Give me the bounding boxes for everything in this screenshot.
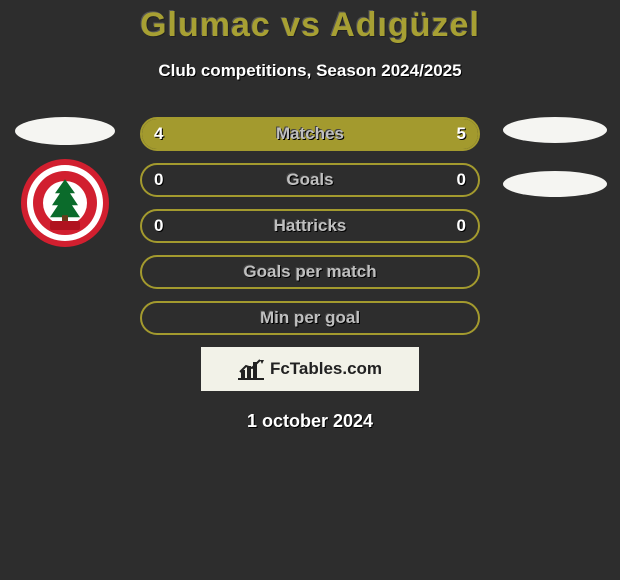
stat-bar-holder bbox=[140, 301, 480, 335]
body-row: Matches45 Goals00 Hattricks00 Goals per mat… bbox=[0, 117, 620, 432]
comparison-card: Glumac vs Adıgüzel Club competitions, Se… bbox=[0, 0, 620, 580]
footer-date: 1 october 2024 bbox=[140, 411, 480, 432]
stat-bar-left bbox=[142, 119, 290, 149]
page-title: Glumac vs Adıgüzel bbox=[0, 6, 620, 45]
stat-row: Min per goal bbox=[140, 301, 480, 335]
stat-bar-right bbox=[290, 119, 478, 149]
right-player-col bbox=[500, 117, 610, 197]
stat-row: Goals per match bbox=[140, 255, 480, 289]
club-badge-left bbox=[21, 159, 109, 247]
player-photo-placeholder-right bbox=[503, 117, 607, 143]
stat-bar-holder bbox=[140, 117, 480, 151]
stat-bar-holder bbox=[140, 209, 480, 243]
chart-icon bbox=[238, 358, 264, 380]
subtitle: Club competitions, Season 2024/2025 bbox=[0, 61, 620, 81]
brand-text: FcTables.com bbox=[270, 359, 382, 379]
stats-column: Matches45 Goals00 Hattricks00 Goals per mat… bbox=[140, 117, 480, 432]
stat-bar-holder bbox=[140, 163, 480, 197]
stat-row: Goals00 bbox=[140, 163, 480, 197]
club-badge-placeholder-right bbox=[503, 171, 607, 197]
brand-box[interactable]: FcTables.com bbox=[201, 347, 419, 391]
tree-icon bbox=[48, 179, 82, 223]
stat-row: Hattricks00 bbox=[140, 209, 480, 243]
left-player-col bbox=[10, 117, 120, 247]
stat-row: Matches45 bbox=[140, 117, 480, 151]
stat-bar-holder bbox=[140, 255, 480, 289]
player-photo-placeholder-left bbox=[15, 117, 115, 145]
